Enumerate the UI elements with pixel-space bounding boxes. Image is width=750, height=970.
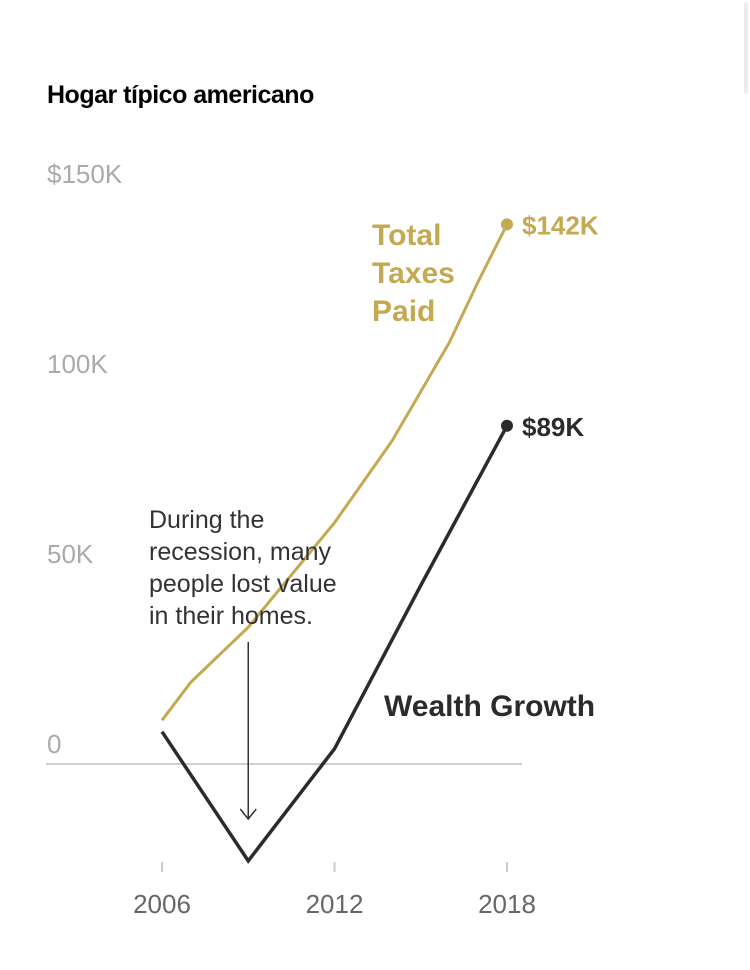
series-end-label: $89K xyxy=(522,412,584,442)
series-label-taxes: Taxes xyxy=(372,257,455,290)
scrollbar[interactable] xyxy=(744,2,748,94)
annotation-text: in their homes. xyxy=(149,602,313,630)
series-end-label: $142K xyxy=(522,210,599,240)
x-tick-label: 2012 xyxy=(306,889,364,919)
x-tick-label: 2006 xyxy=(133,889,191,919)
annotation-text: people lost value xyxy=(149,570,337,598)
x-tick-label: 2018 xyxy=(478,889,536,919)
y-tick-label: 50K xyxy=(47,539,94,569)
series-line-wealth xyxy=(160,424,509,864)
y-tick-label: 0 xyxy=(47,729,61,759)
series-line-taxes xyxy=(160,223,509,722)
y-tick-label: $150K xyxy=(47,159,123,189)
series-end-point xyxy=(501,218,513,231)
annotation-text: During the xyxy=(149,506,264,534)
annotation-text: recession, many xyxy=(149,538,332,566)
arrow-head-icon xyxy=(239,808,257,821)
series-label-taxes: Total xyxy=(372,219,441,252)
y-tick-label: 100K xyxy=(47,349,108,379)
series-label-wealth: Wealth Growth xyxy=(384,690,595,723)
chart-title: Hogar típico americano xyxy=(47,81,314,109)
series-label-taxes: Paid xyxy=(372,295,435,328)
series-end-point xyxy=(501,419,513,432)
